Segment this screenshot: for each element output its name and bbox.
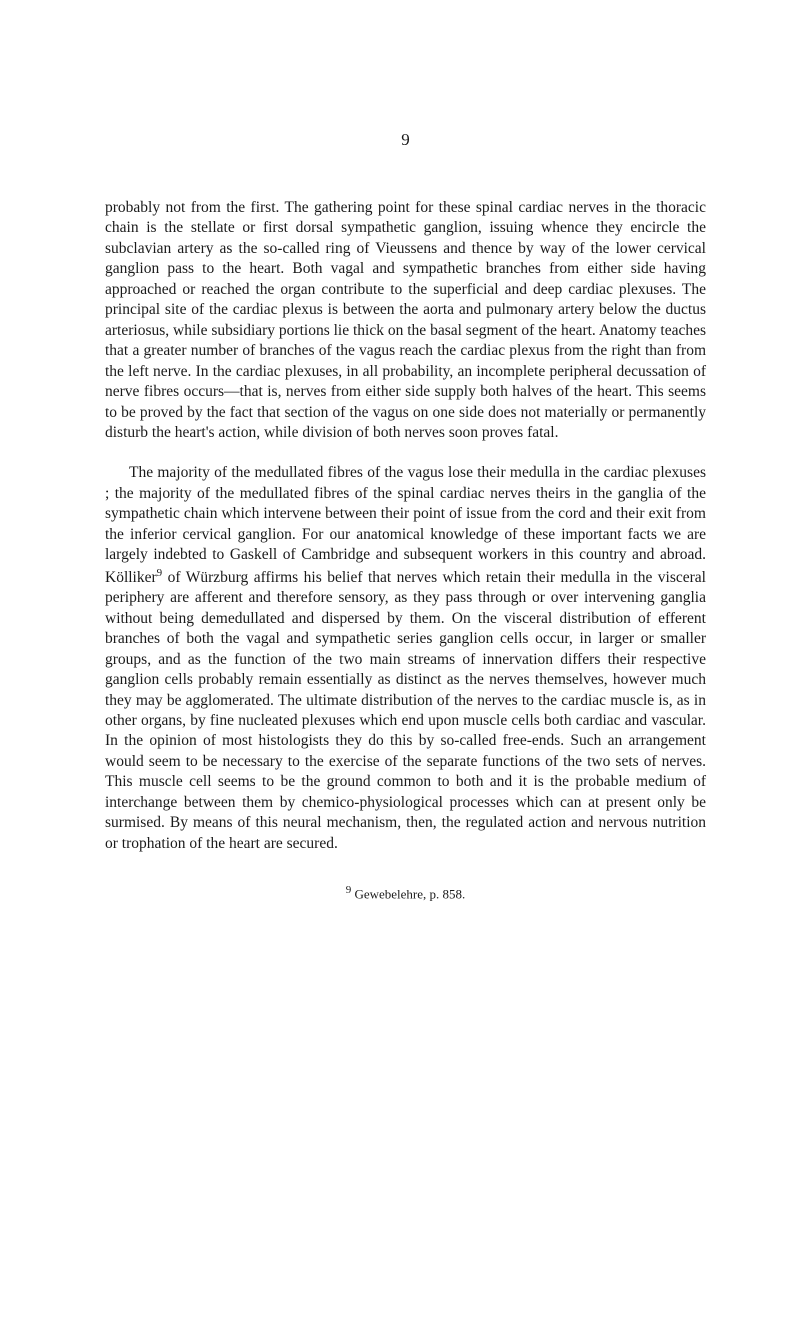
paragraph-2-text-1: The majority of the medullated fibres of… <box>105 464 706 585</box>
page-number: 9 <box>105 130 706 150</box>
paragraph-2: The majority of the medullated fibres of… <box>105 463 706 854</box>
paragraph-2-text-2: of Würzburg affirms his belief that nerv… <box>105 569 706 852</box>
footnote-text: Gewebelehre, p. 858. <box>351 887 465 902</box>
paragraph-1: probably not from the first. The gatheri… <box>105 198 706 443</box>
footnote: 9 Gewebelehre, p. 858. <box>105 884 706 902</box>
